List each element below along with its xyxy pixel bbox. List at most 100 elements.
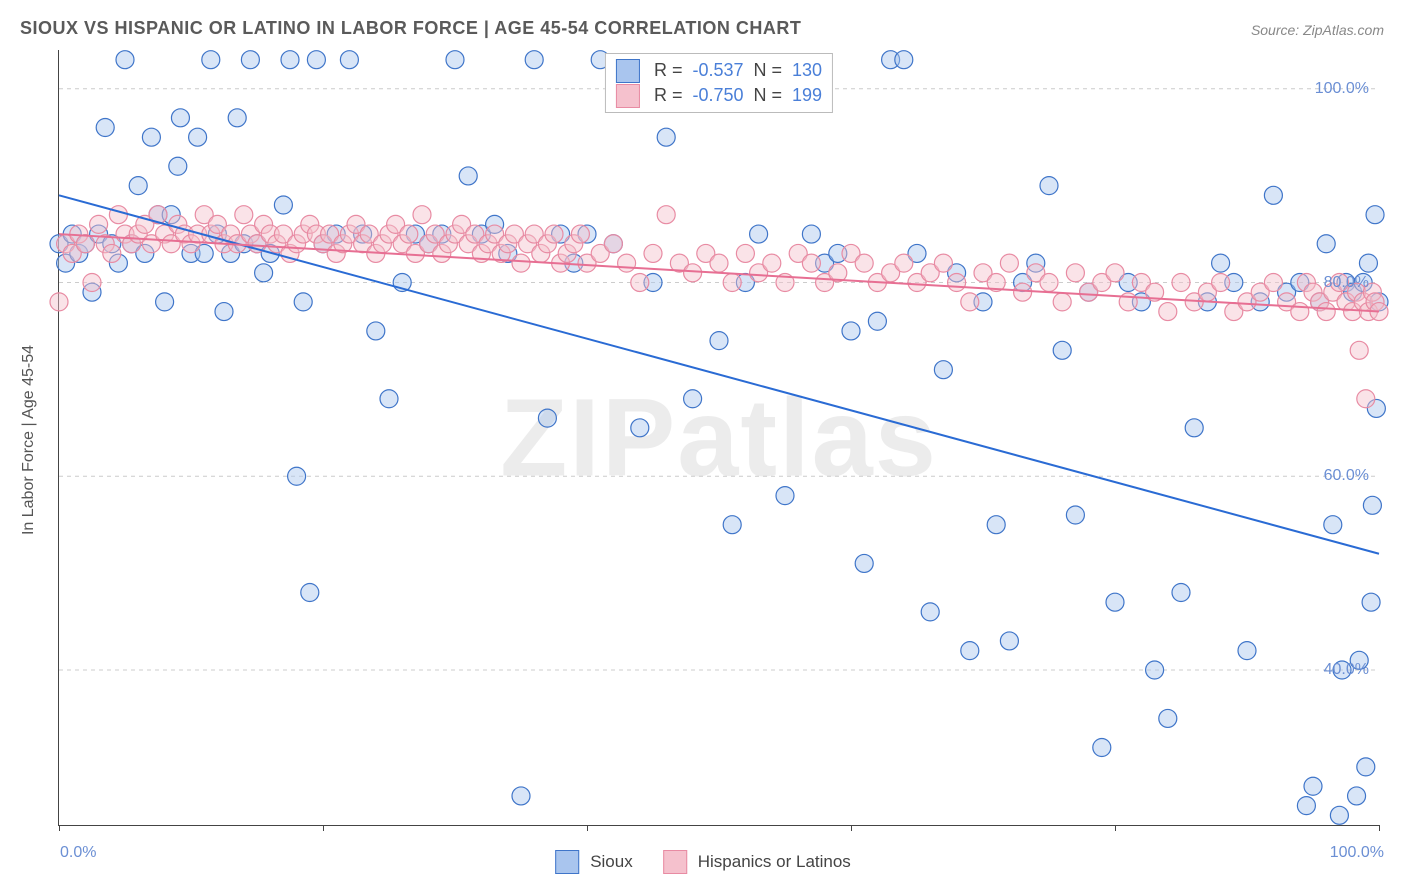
chart-title: SIOUX VS HISPANIC OR LATINO IN LABOR FOR…: [20, 18, 801, 39]
data-point: [723, 516, 741, 534]
data-point: [545, 225, 563, 243]
data-point: [1212, 254, 1230, 272]
legend-label-sioux: Sioux: [590, 852, 633, 872]
data-point: [1185, 419, 1203, 437]
data-point: [413, 206, 431, 224]
data-point: [109, 206, 127, 224]
data-point: [1238, 642, 1256, 660]
data-point: [288, 467, 306, 485]
data-point: [1106, 593, 1124, 611]
data-point: [1297, 797, 1315, 815]
y-tick-label: 100.0%: [1315, 80, 1369, 98]
data-point: [1106, 264, 1124, 282]
x-tick: [851, 825, 852, 831]
data-point: [169, 157, 187, 175]
legend-item-hispanic: Hispanics or Latinos: [663, 850, 851, 874]
data-point: [1093, 739, 1111, 757]
data-point: [855, 554, 873, 572]
data-point: [1363, 496, 1381, 514]
data-point: [934, 254, 952, 272]
data-point: [1212, 274, 1230, 292]
data-point: [1172, 584, 1190, 602]
data-point: [842, 322, 860, 340]
data-point: [1066, 264, 1084, 282]
data-point: [868, 312, 886, 330]
data-point: [1357, 390, 1375, 408]
data-point: [96, 119, 114, 137]
data-point: [1362, 593, 1380, 611]
data-point: [189, 128, 207, 146]
data-point: [340, 51, 358, 69]
x-tick: [1379, 825, 1380, 831]
data-point: [618, 254, 636, 272]
data-point: [710, 332, 728, 350]
data-point: [961, 293, 979, 311]
x-tick: [587, 825, 588, 831]
data-point: [367, 322, 385, 340]
data-point: [1066, 506, 1084, 524]
data-point: [103, 244, 121, 262]
data-point: [987, 516, 1005, 534]
y-tick-label: 60.0%: [1324, 467, 1369, 485]
trend-line: [59, 195, 1379, 553]
source-name: ZipAtlas.com: [1303, 22, 1384, 38]
data-point: [400, 225, 418, 243]
data-point: [948, 274, 966, 292]
data-point: [802, 254, 820, 272]
data-point: [1317, 235, 1335, 253]
legend-series: Sioux Hispanics or Latinos: [555, 850, 851, 874]
data-point: [235, 206, 253, 224]
data-point: [255, 264, 273, 282]
n-value-hispanic: 199: [792, 83, 822, 108]
x-tick: [1115, 825, 1116, 831]
data-point: [934, 361, 952, 379]
data-point: [301, 584, 319, 602]
x-tick: [59, 825, 60, 831]
data-point: [1014, 283, 1032, 301]
data-point: [50, 293, 68, 311]
r-label: R =: [654, 58, 683, 83]
data-point: [921, 603, 939, 621]
data-point: [512, 254, 530, 272]
data-point: [657, 128, 675, 146]
data-point: [446, 51, 464, 69]
data-point: [723, 274, 741, 292]
data-point: [895, 254, 913, 272]
n-label: N =: [754, 58, 783, 83]
data-point: [750, 225, 768, 243]
data-point: [202, 51, 220, 69]
data-point: [1040, 274, 1058, 292]
data-point: [90, 215, 108, 233]
data-point: [307, 51, 325, 69]
x-tick-label-min: 0.0%: [60, 844, 96, 862]
data-point: [1366, 206, 1384, 224]
data-point: [215, 303, 233, 321]
data-point: [1040, 177, 1058, 195]
legend-stats-row-sioux: R = -0.537 N = 130: [616, 58, 822, 83]
data-point: [961, 642, 979, 660]
data-point: [538, 409, 556, 427]
legend-stats-row-hispanic: R = -0.750 N = 199: [616, 83, 822, 108]
data-point: [776, 487, 794, 505]
data-point: [604, 235, 622, 253]
data-point: [156, 293, 174, 311]
legend-item-sioux: Sioux: [555, 850, 633, 874]
data-point: [129, 177, 147, 195]
data-point: [684, 390, 702, 408]
data-point: [1291, 303, 1309, 321]
swatch-sioux: [616, 59, 640, 83]
y-tick-label: 40.0%: [1324, 661, 1369, 679]
x-tick: [323, 825, 324, 831]
n-label: N =: [754, 83, 783, 108]
data-point: [1264, 186, 1282, 204]
data-point: [1000, 254, 1018, 272]
data-point: [241, 51, 259, 69]
data-point: [1357, 758, 1375, 776]
plot-area: ZIPatlas R = -0.537 N = 130 R = -0.750 N…: [58, 50, 1379, 826]
data-point: [802, 225, 820, 243]
data-point: [895, 51, 913, 69]
data-point: [76, 235, 94, 253]
data-point: [281, 51, 299, 69]
data-point: [294, 293, 312, 311]
data-point: [1264, 274, 1282, 292]
